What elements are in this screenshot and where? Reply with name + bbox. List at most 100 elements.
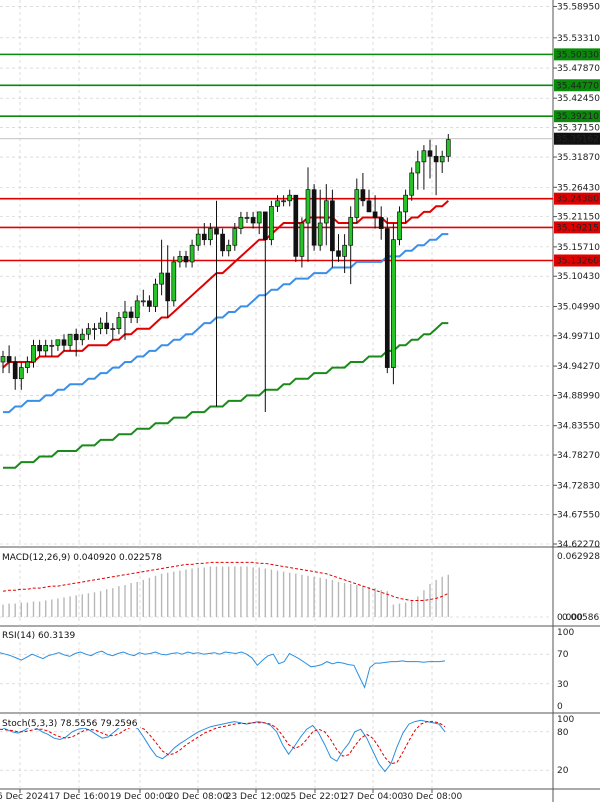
- candle-body: [140, 300, 146, 303]
- stoch-label: Stoch(5,3,3) 78.5556 79.2596: [2, 719, 138, 729]
- candle-body: [311, 189, 317, 246]
- candle-body: [220, 233, 225, 252]
- candle-body: [214, 228, 219, 235]
- macd-signal-line: [2, 561, 449, 601]
- candle-body: [281, 200, 286, 203]
- candle-body: [195, 233, 201, 246]
- candle-body: [37, 344, 42, 352]
- price-tick-label: 34.62270: [557, 540, 600, 550]
- candle-body: [104, 322, 110, 330]
- candle-body: [330, 200, 335, 252]
- candle-body: [336, 250, 341, 257]
- level-label: 35.24380: [556, 195, 599, 205]
- candle-body: [6, 356, 12, 363]
- candle-body: [317, 222, 323, 246]
- last-price-box: [554, 132, 600, 145]
- rsi-label: RSI(14) 60.3139: [2, 631, 75, 641]
- price-tick-label: 35.15710: [557, 243, 600, 253]
- candle-body: [12, 361, 18, 380]
- candle-body: [153, 283, 158, 307]
- level-label-box: [554, 79, 600, 92]
- candle-body: [342, 244, 347, 257]
- moving-average-line: [3, 322, 449, 469]
- candle-body: [25, 361, 30, 368]
- candle-body: [244, 217, 250, 219]
- price-tick-label: 34.83550: [557, 422, 600, 432]
- candle-body: [354, 189, 360, 218]
- candle-body: [226, 244, 232, 252]
- macd-pane: MACD(12,26,9) 0.040920 0.022578 0.062928 0…: [0, 550, 600, 623]
- candle-body: [0, 356, 6, 363]
- macd-tick-label: 0.000: [557, 613, 583, 623]
- candle-body: [305, 189, 311, 224]
- time-tick-label: 27 Dec 04:00: [343, 792, 404, 802]
- candle-body: [189, 244, 195, 263]
- candlesticks: [0, 134, 451, 413]
- candle-body: [201, 233, 207, 241]
- level-label-box: [554, 254, 600, 267]
- rsi-tick-label: 70: [557, 650, 569, 660]
- candle-body: [293, 194, 299, 257]
- candle-body: [269, 205, 274, 241]
- price-tick-label: 35.42450: [557, 94, 600, 104]
- candle-body: [92, 328, 97, 331]
- macd-tick-label: 0.062928: [557, 552, 600, 562]
- macd-label-bg: [0, 550, 158, 562]
- time-tick-label: 25 Dec 22:01: [285, 792, 346, 802]
- candle-body: [86, 328, 91, 335]
- level-label: 35.13260: [556, 256, 599, 266]
- price-tick-label: 35.47870: [557, 64, 600, 74]
- candle-body: [55, 339, 61, 346]
- rsi-tick-label: 0: [557, 702, 563, 712]
- stoch-pane: 100 80 20 Stoch(5,3,3) 78.5556 79.2596: [0, 715, 574, 776]
- rsi-tick-label: 100: [557, 628, 574, 638]
- candle-body: [287, 194, 293, 202]
- candle-body: [415, 161, 421, 174]
- candle-body: [43, 344, 49, 352]
- time-tick-label: 20 Dec 08:00: [168, 792, 229, 802]
- candle-body: [397, 211, 402, 241]
- candle-body: [262, 211, 268, 241]
- level-label: 35.19215: [556, 223, 599, 233]
- price-tick-label: 35.31870: [557, 153, 600, 163]
- candle-body: [403, 194, 408, 213]
- candle-body: [134, 300, 140, 318]
- rsi-label-bg: [0, 629, 92, 641]
- level-label: 35.50330: [556, 50, 599, 60]
- candle-body: [238, 217, 244, 229]
- candle-body: [439, 155, 445, 163]
- level-label: 35.44770: [556, 81, 599, 91]
- price-tick-label: 35.58950: [557, 2, 600, 12]
- level-label-box: [554, 110, 600, 123]
- price-tick-label: 34.94270: [557, 362, 600, 372]
- candle-body: [177, 256, 183, 263]
- candle-body: [323, 200, 329, 224]
- price-tick-label: 34.88990: [557, 391, 600, 401]
- candle-body: [147, 300, 152, 307]
- candle-body: [348, 217, 354, 246]
- macd-tick-label: 0.005862: [562, 613, 600, 623]
- candle-body: [18, 367, 24, 380]
- candle-body: [171, 261, 177, 302]
- time-tick-label: 23 Dec 12:00: [226, 792, 287, 802]
- time-tick-label: 17 Dec 16:00: [49, 792, 110, 802]
- candle-body: [67, 333, 73, 346]
- time-tick-label: 19 Dec 00:00: [110, 792, 171, 802]
- candle-body: [372, 211, 378, 218]
- candle-body: [116, 317, 122, 330]
- stoch-tick-label: 80: [557, 728, 569, 738]
- stoch-label-bg: [0, 716, 140, 728]
- candle-body: [256, 211, 262, 224]
- level-label-box: [554, 192, 600, 205]
- price-tick-label: 34.72830: [557, 481, 600, 491]
- time-tick-label: 16 Dec 2024: [0, 792, 49, 802]
- candle-body: [159, 272, 164, 285]
- candle-body: [183, 256, 189, 263]
- candle-body: [208, 228, 213, 241]
- candle-body: [79, 333, 85, 341]
- time-tick-label: 30 Dec 08:00: [402, 792, 463, 802]
- candle-body: [433, 155, 439, 163]
- level-label-box: [554, 48, 600, 61]
